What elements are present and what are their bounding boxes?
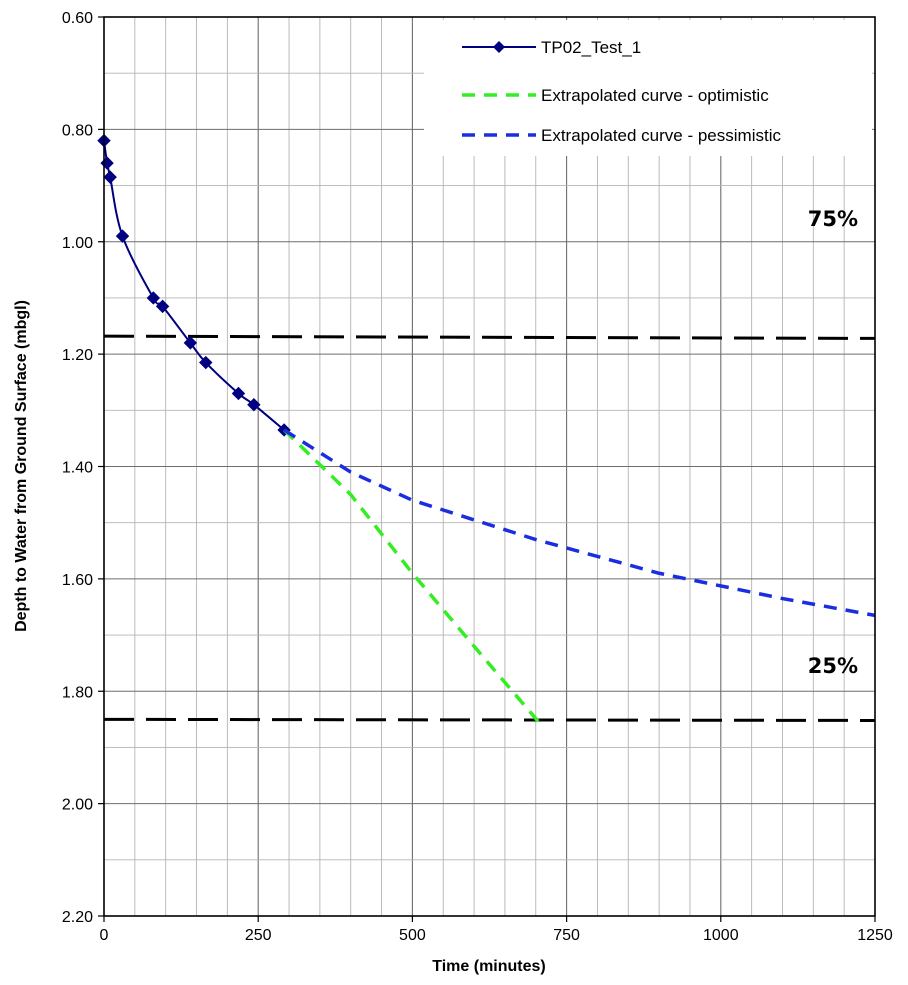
y-tick-label: 1.80: [62, 684, 93, 701]
reference-line: [103, 717, 876, 722]
x-tick-label: 0: [100, 927, 109, 944]
legend-label: TP02_Test_1: [541, 38, 641, 57]
data-point-marker: [183, 336, 198, 350]
y-tick-label: 0.80: [62, 122, 93, 139]
y-tick-label: 0.60: [62, 10, 93, 27]
reference-line: [103, 334, 876, 340]
grid: [104, 17, 875, 916]
y-tick-label: 1.60: [62, 572, 93, 589]
x-axis-title: Time (minutes): [432, 958, 546, 975]
series-layer: [97, 133, 876, 724]
x-tick-label: 250: [245, 927, 272, 944]
legend-label: Extrapolated curve - optimistic: [541, 86, 769, 105]
x-tick-label: 750: [553, 927, 580, 944]
data-point-marker: [103, 170, 117, 184]
legend-items: TP02_Test_1 Extrapolated curve - optimist…: [462, 38, 781, 145]
y-tick-label: 1.20: [62, 347, 93, 364]
data-point-marker: [231, 386, 246, 401]
legend-swatch-marker: [493, 41, 505, 53]
data-point-marker: [155, 299, 170, 314]
series-line-pessimistic: [283, 428, 876, 618]
x-tick-label: 1250: [857, 927, 893, 944]
y-axis-title: Depth to Water from Ground Surface (mbgl…: [13, 300, 30, 632]
ref-label-25: 25%: [808, 654, 858, 678]
reference-lines: [103, 334, 876, 722]
data-point-marker: [199, 355, 213, 370]
y-tick-label: 1.40: [62, 460, 93, 477]
x-tick-label: 500: [399, 927, 426, 944]
data-point-marker: [146, 291, 161, 305]
y-tick-label: 1.00: [62, 235, 93, 252]
x-tick-label: 1000: [703, 927, 739, 944]
y-tick-label: 2.20: [62, 909, 93, 926]
ref-label-75: 75%: [808, 207, 858, 231]
data-point-marker: [247, 397, 261, 412]
axis-ticks: 0 250 500 750 1000 1250 0.60 0.80 1.00 1.20 1.40 1.…: [62, 10, 893, 944]
legend: TP02_Test_1 Extrapolated curve - optimist…: [424, 20, 872, 156]
legend-label: Extrapolated curve - pessimistic: [541, 126, 781, 145]
data-point-marker: [115, 229, 130, 243]
y-tick-label: 2.00: [62, 797, 93, 814]
